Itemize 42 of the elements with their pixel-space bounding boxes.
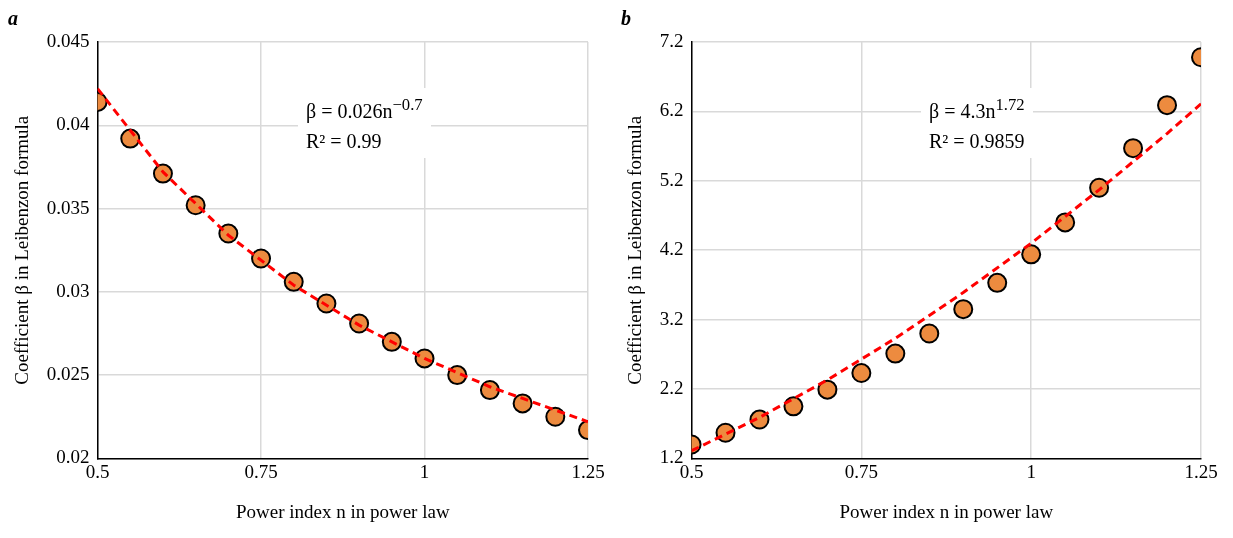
- x-tick-label: 1.25: [571, 460, 605, 482]
- point: [283, 271, 304, 292]
- point: [1123, 138, 1144, 159]
- point: [851, 363, 872, 384]
- point: [349, 313, 370, 334]
- annotation: β = 0.026n$^{−0.7}$: [306, 94, 423, 125]
- chart-title: a: [8, 7, 18, 30]
- x-tick-label: 1: [1026, 460, 1036, 482]
- point: [545, 406, 566, 427]
- point: [1157, 95, 1178, 116]
- x-tick-label: 1.25: [1184, 460, 1218, 482]
- y-axis-title: Coefficient β in Leibenzon formula: [624, 115, 646, 385]
- y-tick-label: 0.045: [46, 29, 90, 51]
- annotation: R² = 0.9859: [929, 128, 1025, 154]
- point: [783, 396, 804, 417]
- x-axis-title: Power index n in power law: [235, 500, 450, 522]
- point: [817, 379, 838, 400]
- point: [251, 248, 272, 269]
- y-tick-label: 3.2: [659, 307, 684, 329]
- point: [885, 343, 906, 364]
- point: [1021, 244, 1042, 265]
- point: [987, 272, 1008, 293]
- x-tick-label: 0.75: [244, 460, 278, 482]
- y-tick-label: 0.04: [56, 113, 91, 135]
- y-tick-label: 0.03: [56, 279, 90, 301]
- y-tick-label: 0.035: [46, 196, 90, 218]
- x-tick-label: 1: [419, 460, 430, 482]
- point: [953, 299, 974, 320]
- annotation: R² = 0.99: [306, 128, 383, 154]
- x-tick-label: 0.75: [844, 460, 878, 482]
- y-tick-label: 0.025: [46, 363, 90, 385]
- point: [919, 323, 940, 344]
- annotation: β = 4.3n$^{1.72}$: [929, 94, 1025, 125]
- y-tick-label: 5.2: [659, 168, 684, 190]
- x-axis-title: Power index n in power law: [839, 500, 1054, 522]
- y-axis-title: Coefficient β in Leibenzon formula: [11, 115, 33, 385]
- y-tick-label: 2.2: [659, 376, 684, 398]
- y-tick-label: 6.2: [659, 99, 684, 121]
- y-tick-label: 7.2: [659, 29, 684, 51]
- y-tick-label: 4.2: [659, 238, 684, 260]
- chart-title: b: [621, 7, 631, 30]
- point: [512, 393, 533, 414]
